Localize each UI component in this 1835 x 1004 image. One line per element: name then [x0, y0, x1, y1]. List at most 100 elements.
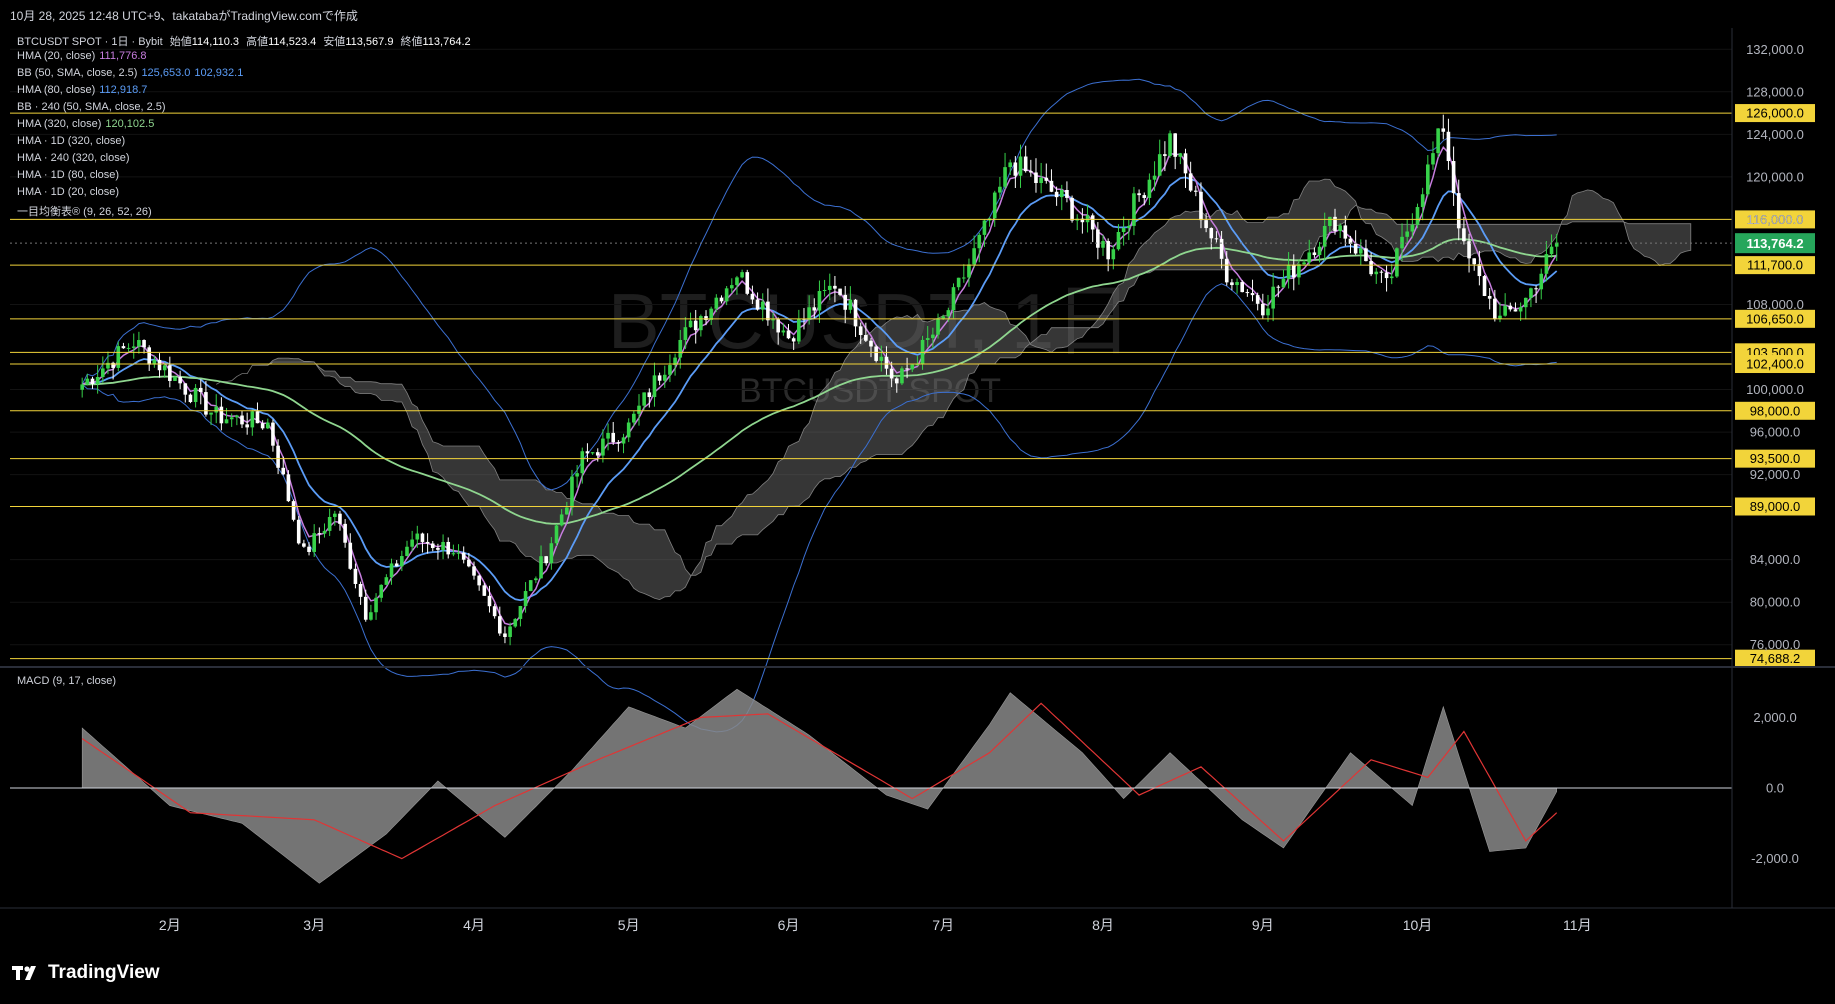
candle-body [1451, 161, 1456, 194]
price-tick-label: 120,000.0 [1746, 169, 1804, 184]
candle-body [415, 533, 420, 540]
level-label: 93,500.0 [1750, 451, 1801, 466]
candle-body [559, 514, 564, 526]
candle-body [1338, 225, 1342, 232]
legend-indicator-row[interactable]: BB · 240 (50, SMA, close, 2.5) [17, 101, 166, 113]
legend-indicator-row[interactable]: HMA · 1D (80, close) [17, 169, 119, 181]
price-tick-label: 76,000.0 [1750, 637, 1801, 652]
level-label-box [1735, 649, 1815, 668]
legend-indicator-row[interactable]: BB (50, SMA, close, 2.5) 125,653.0 102,932… [17, 67, 243, 79]
candle-body [693, 320, 698, 331]
ichimoku-cloud [216, 178, 1692, 601]
candle-body [812, 307, 817, 311]
legend-indicator-row[interactable]: HMA · 240 (320, close) [17, 152, 130, 164]
candle-body [699, 316, 703, 331]
candle-body [1085, 215, 1090, 223]
candle-body [786, 330, 791, 339]
price-tick-label: 92,000.0 [1750, 467, 1801, 482]
candle-body [1441, 128, 1446, 132]
price-axis[interactable]: 126,000.0116,000.0111,700.0106,650.0103,… [1735, 42, 1815, 866]
candle-body [425, 541, 430, 544]
candle-body [874, 346, 878, 361]
candle-body [152, 359, 157, 365]
candle-body [1513, 309, 1518, 312]
candle-body [858, 326, 863, 336]
candle-body [204, 392, 208, 415]
candle-body [1317, 246, 1322, 256]
candle-body [1209, 228, 1214, 239]
candle-body [178, 377, 182, 384]
top-caption-bar: 10月 28, 2025 12:48 UTC+9、takatabaがTradin… [0, 0, 1835, 28]
macd-legend[interactable]: MACD (9, 17, close) [17, 675, 117, 687]
candle-body [358, 583, 363, 597]
candle-body [915, 364, 920, 366]
time-axis[interactable]: 2月 3月 4月 5月 6月 7月 8月 9月 10月 11月 [159, 917, 1592, 933]
legend-indicator-row[interactable]: HMA (20, close) 111,776.8 [17, 50, 147, 62]
candle-body [1003, 167, 1007, 187]
candle-body [1523, 297, 1528, 308]
candle-body [1039, 177, 1043, 184]
candle-body [941, 316, 945, 319]
candle-body [1431, 153, 1435, 165]
level-label-box [1735, 497, 1815, 516]
footer [0, 955, 1835, 1004]
legend-symbol-row[interactable]: BTCUSDT SPOT · 1日 · Bybit 始値114,110.3 高値… [17, 33, 471, 49]
candle-body [333, 513, 337, 517]
candle-body [931, 334, 935, 339]
candle-body [781, 330, 786, 333]
horizontal-levels[interactable] [10, 112, 1732, 660]
candle-body [162, 365, 167, 371]
candle-body [1199, 191, 1203, 221]
candle-body [90, 378, 95, 384]
candle-body [260, 423, 265, 429]
candle-body [518, 606, 523, 619]
candle-body [1508, 305, 1513, 310]
candle-body [271, 422, 275, 446]
candle-body [312, 533, 316, 552]
candle-body [652, 375, 657, 398]
candle-body [910, 364, 915, 370]
price-tick-label: 108,000.0 [1746, 297, 1804, 312]
candle-body [1065, 189, 1069, 198]
candle-body [513, 618, 518, 627]
candle-body [441, 541, 445, 550]
candle-body [1183, 153, 1188, 174]
candle-body [565, 507, 569, 515]
candle-body [1044, 177, 1049, 181]
candle-body [1271, 286, 1275, 309]
candle-body [1467, 241, 1471, 259]
candle-body [797, 318, 801, 342]
tradingview-logo[interactable]: TradingView [12, 962, 160, 984]
candle-body [492, 606, 497, 617]
candle-body [549, 543, 554, 564]
candle-body [729, 285, 734, 289]
candle-body [343, 523, 347, 543]
candle-body [1219, 238, 1224, 259]
candle-body [276, 445, 280, 468]
candle-body [1529, 288, 1533, 298]
candle-body [1415, 207, 1420, 225]
candle-body [1307, 252, 1312, 263]
legend-indicator-row[interactable]: HMA · 1D (20, close) [17, 186, 119, 198]
candle-body [946, 310, 951, 317]
legend-indicator-row[interactable]: 一目均衡表® (9, 26, 52, 26) [17, 203, 152, 219]
legend-indicator-value: 120,102.5 [105, 118, 155, 130]
candle-body [363, 596, 368, 620]
candle-body [193, 387, 198, 403]
candle-body [1286, 264, 1291, 279]
candle-body [1137, 193, 1141, 196]
candle-body [1405, 231, 1409, 237]
candle-body [838, 288, 842, 295]
legend-indicator-row[interactable]: HMA (320, close) 120,102.5 [17, 118, 154, 130]
candle-body [575, 473, 579, 477]
candle-body [1493, 298, 1497, 319]
legend-indicator-row[interactable]: HMA · 1D (320, close) [17, 135, 125, 147]
legend-low-label: 安値 [323, 36, 346, 48]
candle-body [1142, 195, 1147, 198]
candle-body [1101, 241, 1105, 248]
candle-body [1379, 271, 1384, 273]
legend-indicator-row[interactable]: HMA (80, close) 112,918.7 [17, 84, 147, 96]
candle-body [307, 546, 311, 552]
level-label-box [1735, 449, 1815, 468]
